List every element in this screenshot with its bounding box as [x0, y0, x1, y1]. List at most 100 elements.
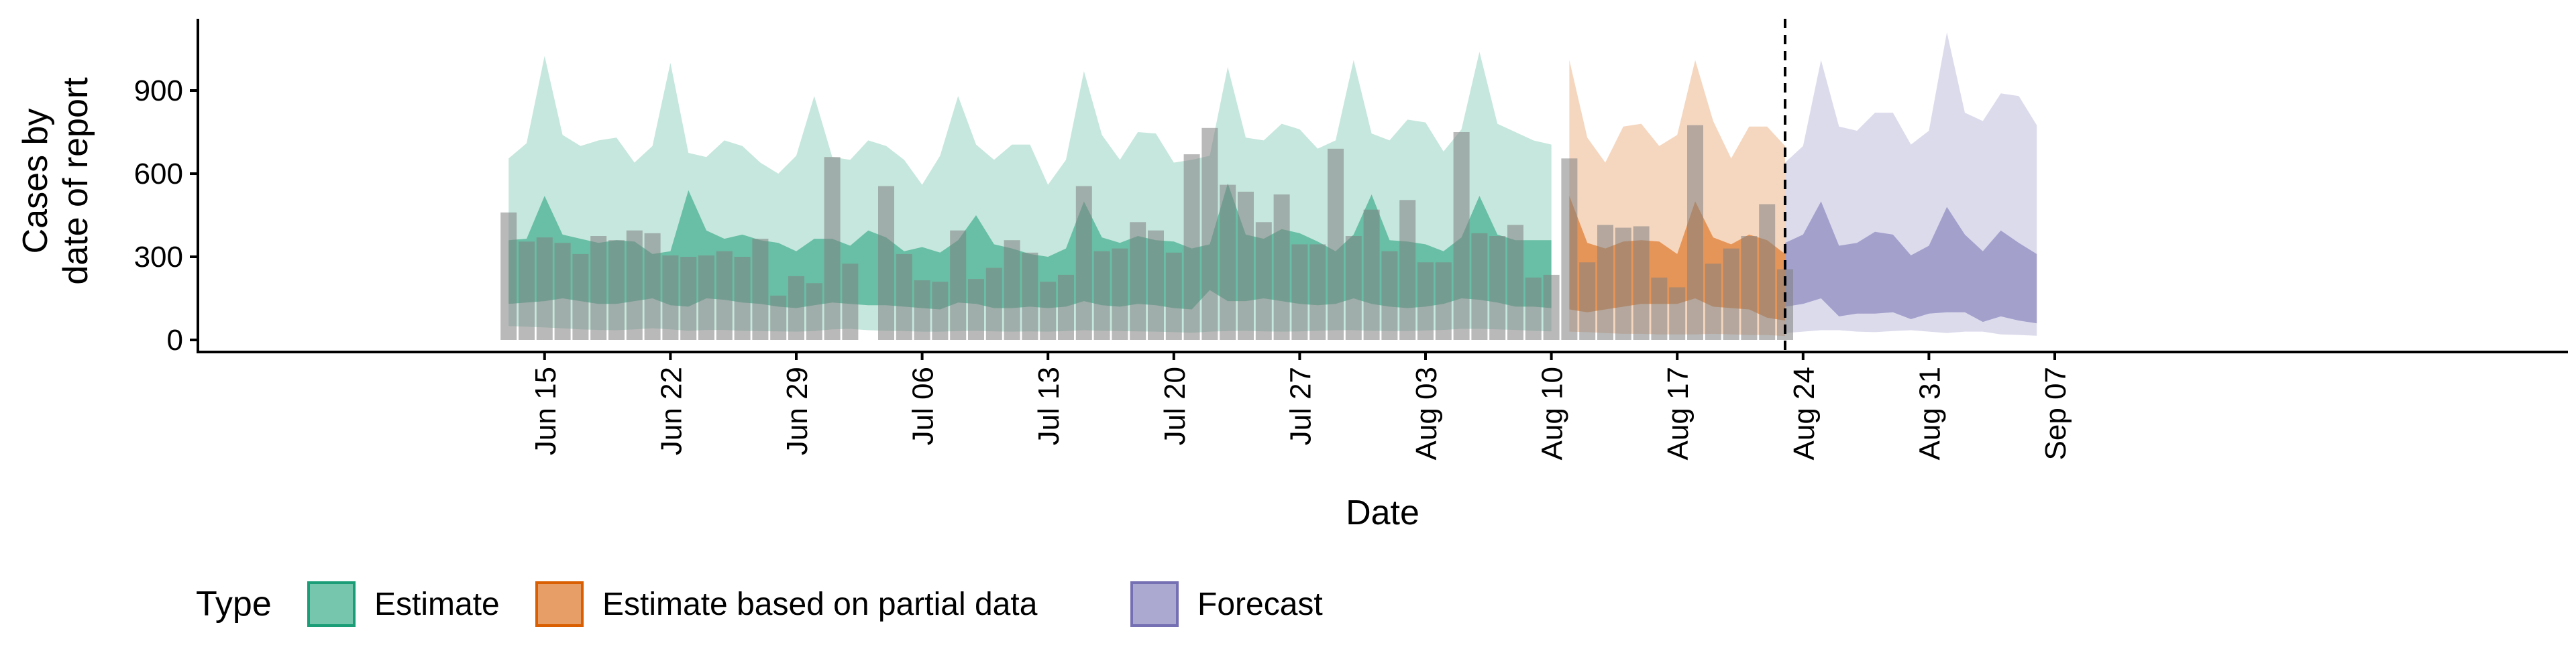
legend-key-forecast [1130, 581, 1179, 627]
case-bar [500, 212, 517, 340]
case-bar [824, 157, 841, 340]
legend-label-forecast: Forecast [1197, 587, 1323, 622]
case-bar [1543, 274, 1560, 340]
case-bar [1435, 262, 1452, 340]
case-bar [590, 236, 607, 340]
legend-label-estimate: Estimate [374, 587, 500, 622]
case-bar [1130, 222, 1146, 340]
case-bar [1220, 184, 1236, 340]
x-tick-label: Jul 06 [907, 367, 940, 445]
case-bar [1471, 233, 1488, 340]
case-bar [1165, 252, 1182, 340]
case-bar [536, 237, 553, 340]
case-bar [1723, 248, 1739, 340]
x-tick-label: Jul 27 [1284, 367, 1317, 445]
case-bar [878, 186, 894, 340]
y-tick-label: 300 [134, 241, 183, 274]
x-tick-label: Jun 29 [781, 367, 814, 455]
case-bar [1669, 287, 1686, 340]
case-bar [1022, 252, 1038, 340]
x-tick-label: Aug 24 [1788, 367, 1821, 460]
case-bar [806, 283, 822, 340]
x-axis-title: Date [1346, 493, 1419, 532]
case-bar [716, 251, 733, 340]
case-bar [1291, 244, 1308, 340]
case-bar [608, 240, 625, 340]
case-bar [1075, 186, 1092, 340]
case-bar [985, 268, 1002, 340]
x-tick-label: Jul 13 [1032, 367, 1065, 445]
case-bar [644, 233, 661, 340]
case-bar [626, 230, 643, 340]
reported-case-bars [500, 125, 1793, 341]
x-tick-label: Aug 31 [1913, 367, 1946, 460]
y-axis-title-line-2: date of report [56, 77, 95, 285]
case-bar [1579, 262, 1596, 340]
estimate-50-band [508, 183, 1552, 310]
x-tick-label: Aug 10 [1536, 367, 1569, 460]
case-bar [1741, 236, 1758, 340]
case-bar [1309, 244, 1326, 340]
x-tick-label: Jun 22 [655, 367, 688, 455]
case-bar [572, 253, 589, 340]
case-bar [932, 282, 949, 340]
legend-key-estimate-based-on-partial-data [535, 581, 584, 627]
case-bar [1687, 125, 1703, 340]
case-bar [1040, 282, 1057, 340]
case-bar [1363, 209, 1380, 340]
legend: Type Estimate Estimate based on partial d… [196, 581, 1323, 627]
case-bar [1148, 230, 1164, 340]
case-bar [1705, 263, 1721, 340]
case-bar [968, 279, 984, 340]
case-bar [1651, 278, 1668, 340]
case-bar [554, 243, 571, 340]
x-tick-label: Sep 07 [2039, 367, 2072, 460]
y-tick-label: 0 [167, 324, 183, 357]
case-bar [1238, 191, 1254, 340]
case-bar [1489, 236, 1506, 340]
case-bar [1561, 158, 1578, 341]
case-bar [519, 241, 535, 340]
case-bar [680, 257, 697, 340]
case-bar [1597, 225, 1613, 340]
case-bar [1273, 194, 1290, 340]
case-bar [662, 255, 679, 340]
legend-title: Type [196, 585, 272, 624]
case-bar [896, 253, 912, 340]
case-bar [698, 255, 714, 340]
uncertainty-bands [508, 32, 2037, 337]
case-bar [752, 239, 769, 340]
legend-label-estimate-based-on-partial-data: Estimate based on partial data [602, 587, 1038, 622]
case-bar [1633, 226, 1650, 340]
x-tick-label: Aug 17 [1662, 367, 1695, 460]
x-tick-label: Jun 15 [529, 367, 562, 455]
x-tick-label: Jul 20 [1159, 367, 1191, 445]
case-bar [1255, 222, 1272, 340]
legend-key-estimate [307, 581, 356, 627]
case-bar [1328, 148, 1344, 341]
case-bar [1004, 240, 1020, 340]
case-bar [842, 263, 859, 340]
case-bar [788, 276, 804, 340]
x-axis-ticks: Jun 15 Jun 22 Jun 29 Jul 06 Jul 13 Jul 20 Jul … [529, 352, 2072, 460]
y-tick-label: 600 [134, 158, 183, 190]
forecast-50-band [1785, 201, 2037, 324]
case-bar [1399, 200, 1416, 340]
case-bar [1093, 251, 1110, 340]
case-bar [1112, 248, 1128, 340]
case-bar [1417, 262, 1434, 340]
case-bar [1615, 227, 1631, 340]
y-axis-ticks: 0 300 600 900 [134, 74, 198, 357]
case-bar [734, 257, 751, 340]
case-bar [1381, 251, 1398, 340]
case-bar [1507, 225, 1523, 340]
case-bar [1058, 274, 1074, 340]
x-tick-label: Aug 03 [1410, 367, 1443, 460]
case-bar [1525, 278, 1542, 340]
case-bar [1183, 154, 1200, 340]
case-bar [1345, 236, 1362, 340]
y-tick-label: 900 [134, 74, 183, 107]
case-bar [770, 295, 787, 340]
